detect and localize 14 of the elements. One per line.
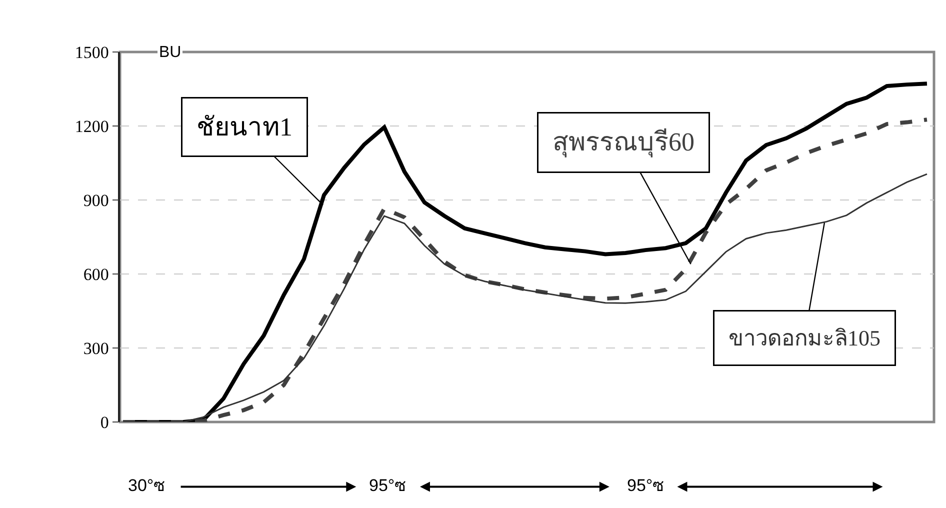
- y-tick-label: 1500: [74, 42, 109, 62]
- y-tick-label: 600: [83, 264, 109, 284]
- text: ชัยนาท1: [196, 112, 292, 142]
- text: 95°ซ: [627, 476, 665, 495]
- text: 30°ซ: [128, 476, 166, 495]
- text: 95°ซ: [369, 476, 407, 495]
- y-axis-title: BU: [159, 44, 182, 61]
- text: สุพรรณบุรี60: [552, 128, 694, 158]
- y-tick-label: 0: [100, 412, 109, 432]
- y-tick-label: 1200: [74, 116, 109, 136]
- y-tick-label: 300: [83, 338, 109, 358]
- line-series: [122, 173, 928, 422]
- y-tick-label: 900: [83, 190, 109, 210]
- text: ขาวดอกมะลิ105: [728, 326, 880, 350]
